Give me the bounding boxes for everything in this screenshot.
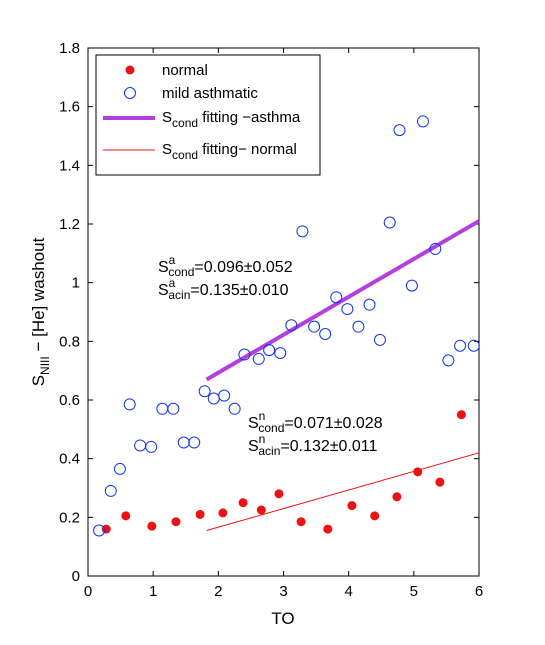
legend-marker-asthmatic xyxy=(124,87,136,99)
point-asthmatic xyxy=(218,389,231,402)
point-normal xyxy=(323,524,333,534)
point-asthmatic xyxy=(363,298,376,311)
x-tick-label: 3 xyxy=(279,583,287,600)
point-asthmatic xyxy=(308,320,321,333)
data-points xyxy=(93,115,480,537)
y-tick-label: 1.8 xyxy=(59,40,80,57)
x-tick-label: 5 xyxy=(410,583,418,600)
point-normal xyxy=(392,492,402,502)
legend-box xyxy=(95,54,321,176)
point-normal xyxy=(296,517,306,527)
legend-label-fit-asthma: Scond fitting −asthma xyxy=(162,109,301,130)
point-asthmatic xyxy=(104,484,117,497)
point-normal xyxy=(413,467,423,477)
point-asthmatic xyxy=(145,440,158,453)
point-asthmatic xyxy=(442,354,455,367)
y-tick-label: 1.4 xyxy=(59,157,80,174)
point-asthmatic xyxy=(467,339,480,352)
point-asthmatic xyxy=(319,328,332,340)
point-asthmatic xyxy=(198,385,211,398)
fit-line-normal xyxy=(206,452,480,532)
point-asthmatic xyxy=(238,348,251,361)
x-axis-label: TO xyxy=(271,609,294,628)
point-normal xyxy=(274,489,284,499)
point-normal xyxy=(238,498,248,508)
point-normal xyxy=(435,477,445,487)
point-asthmatic xyxy=(393,124,406,137)
point-asthmatic xyxy=(296,225,309,238)
legend-label-asthmatic: mild asthmatic xyxy=(162,85,258,102)
y-tick-label: 1.6 xyxy=(59,99,80,116)
point-asthmatic xyxy=(113,462,126,475)
x-tick-label: 4 xyxy=(344,583,352,600)
point-asthmatic xyxy=(188,436,201,449)
y-tick-label: 0.6 xyxy=(59,392,80,409)
annotation-normal-cond: Sn cond=0.071±0.028 xyxy=(248,409,383,435)
point-asthmatic xyxy=(330,291,343,304)
point-asthmatic xyxy=(373,333,386,346)
point-normal xyxy=(121,511,131,521)
point-normal xyxy=(171,517,181,527)
fit-line-asthma xyxy=(205,219,481,382)
legend-label-normal: normal xyxy=(162,62,208,79)
y-tick-label: 0.8 xyxy=(59,333,80,350)
annotations: Sa cond=0.096±0.052 Sa acin=0.135±0.010 Sn… xyxy=(158,253,383,458)
point-normal xyxy=(256,505,266,515)
legend-label-fit-normal: Scond fitting− normal xyxy=(162,141,297,162)
point-normal xyxy=(370,511,380,521)
point-asthmatic xyxy=(352,320,365,333)
annotation-normal-acin: Sn acin=0.132±0.011 xyxy=(248,432,377,458)
legend: normal mild asthmatic Scond fitting −ast… xyxy=(95,54,321,176)
point-asthmatic xyxy=(341,303,354,316)
y-tick-label: 0.4 xyxy=(59,451,80,468)
y-tick-label: 1.2 xyxy=(59,216,80,233)
point-asthmatic xyxy=(263,344,276,357)
x-tick-label: 2 xyxy=(214,583,222,600)
point-asthmatic xyxy=(123,398,136,411)
y-tick-label: 0.2 xyxy=(59,509,80,526)
point-normal xyxy=(218,508,228,518)
point-asthmatic xyxy=(285,319,298,332)
point-normal xyxy=(456,410,466,420)
y-axis-label: SNIII − [He] washout xyxy=(29,237,52,386)
fit-lines xyxy=(205,219,481,532)
y-tick-label: 0 xyxy=(72,568,80,585)
point-normal xyxy=(195,509,205,519)
point-asthmatic xyxy=(416,115,429,128)
point-asthmatic xyxy=(383,216,396,229)
point-asthmatic xyxy=(93,524,106,537)
axis-ticks: 0 1 2 3 4 5 6 0 0.2 0.4 0.6 0.8 1 1.2 1.4 1.6 1.8 xyxy=(59,40,483,600)
point-asthmatic xyxy=(177,436,190,449)
point-normal xyxy=(147,521,157,531)
annotation-asthma-acin: Sa acin=0.135±0.010 xyxy=(158,276,289,302)
point-asthmatic xyxy=(429,242,442,255)
y-tick-label: 1 xyxy=(72,275,80,292)
annotation-asthma-cond: Sa cond=0.096±0.052 xyxy=(158,253,293,279)
x-tick-label: 1 xyxy=(149,583,157,600)
point-asthmatic xyxy=(454,339,467,352)
x-tick-label: 6 xyxy=(475,583,483,600)
point-asthmatic xyxy=(274,347,287,360)
point-asthmatic xyxy=(228,402,241,415)
x-tick-label: 0 xyxy=(84,583,92,600)
point-asthmatic xyxy=(405,279,418,292)
point-normal xyxy=(347,501,357,511)
point-asthmatic xyxy=(167,402,180,415)
point-normal xyxy=(101,524,111,534)
legend-marker-normal xyxy=(125,65,135,75)
point-asthmatic xyxy=(252,352,265,365)
